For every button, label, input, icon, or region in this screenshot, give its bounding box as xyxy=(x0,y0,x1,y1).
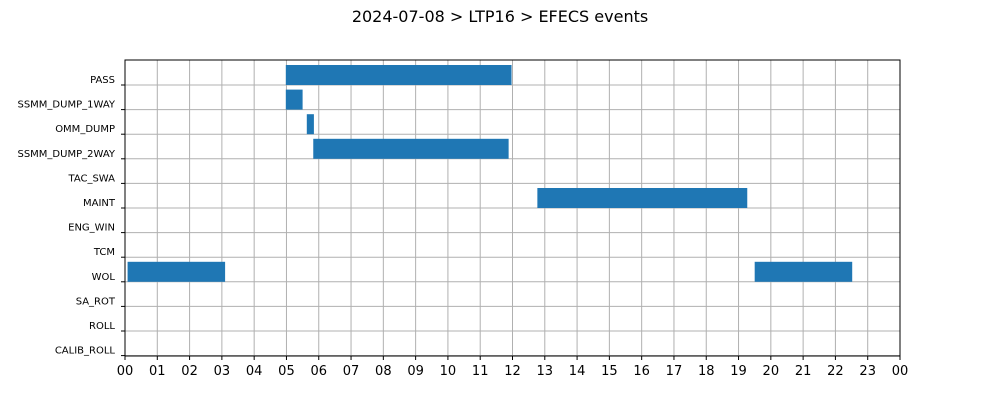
x-tick-label: 09 xyxy=(407,364,424,379)
x-tick-label: 15 xyxy=(601,364,618,379)
x-tick-label: 00 xyxy=(117,364,134,379)
x-tick-label: 07 xyxy=(343,364,360,379)
x-tick-label: 08 xyxy=(375,364,392,379)
bar-ssmm-dump-2way xyxy=(313,138,509,159)
x-tick-label: 04 xyxy=(246,364,263,379)
chart-title: 2024-07-08 > LTP16 > EFECS events xyxy=(352,7,648,26)
x-tick-label: 01 xyxy=(149,364,166,379)
x-tick-label: 12 xyxy=(504,364,521,379)
x-tick-label: 23 xyxy=(859,364,876,379)
y-tick-label: TAC_SWA xyxy=(67,173,115,184)
x-tick-label: 16 xyxy=(633,364,650,379)
x-tick-label: 10 xyxy=(440,364,457,379)
x-tick-label: 06 xyxy=(310,364,327,379)
bar-pass xyxy=(285,65,512,85)
bar-ssmm-dump-1way xyxy=(285,89,303,110)
y-tick-label: ROLL xyxy=(89,321,115,332)
y-tick-label: PASS xyxy=(90,75,115,86)
x-tick-label: 13 xyxy=(537,364,554,379)
y-tick-label: ENG_WIN xyxy=(68,223,115,234)
x-tick-label: 14 xyxy=(569,364,586,379)
y-tick-label: SA_ROT xyxy=(76,296,116,307)
y-tick-label: CALIB_ROLL xyxy=(55,346,116,357)
bars xyxy=(127,65,853,282)
x-tick-label: 03 xyxy=(214,364,231,379)
x-tick-label: 11 xyxy=(472,364,489,379)
y-tick-label: OMM_DUMP xyxy=(55,124,115,135)
x-tick-label: 02 xyxy=(181,364,198,379)
y-tick-label: MAINT xyxy=(83,198,116,209)
x-tick-label: 21 xyxy=(795,364,812,379)
y-tick-label: WOL xyxy=(92,272,116,283)
y-tick-label: SSMM_DUMP_2WAY xyxy=(17,149,115,160)
bar-wol xyxy=(754,261,853,282)
x-tick-label: 19 xyxy=(730,364,747,379)
bar-maint xyxy=(537,188,748,208)
x-axis: 00 01 02 03 04 05 06 07 08 09 10 11 12 13 14 15 16 17 18 19… xyxy=(117,356,909,379)
x-tick-label: 20 xyxy=(763,364,780,379)
y-tick-label: SSMM_DUMP_1WAY xyxy=(17,100,115,111)
y-axis: PASS SSMM_DUMP_1WAY OMM_DUMP SSMM_DUMP_2WAY… xyxy=(17,75,125,357)
x-tick-label: 22 xyxy=(827,364,844,379)
x-tick-label: 18 xyxy=(698,364,715,379)
grid xyxy=(125,60,900,357)
bar-omm-dump xyxy=(306,114,314,135)
bar-wol xyxy=(127,261,226,282)
y-tick-label: TCM xyxy=(93,247,115,258)
x-tick-label: 05 xyxy=(278,364,295,379)
x-tick-label: 00 xyxy=(892,364,909,379)
x-tick-label: 17 xyxy=(666,364,683,379)
